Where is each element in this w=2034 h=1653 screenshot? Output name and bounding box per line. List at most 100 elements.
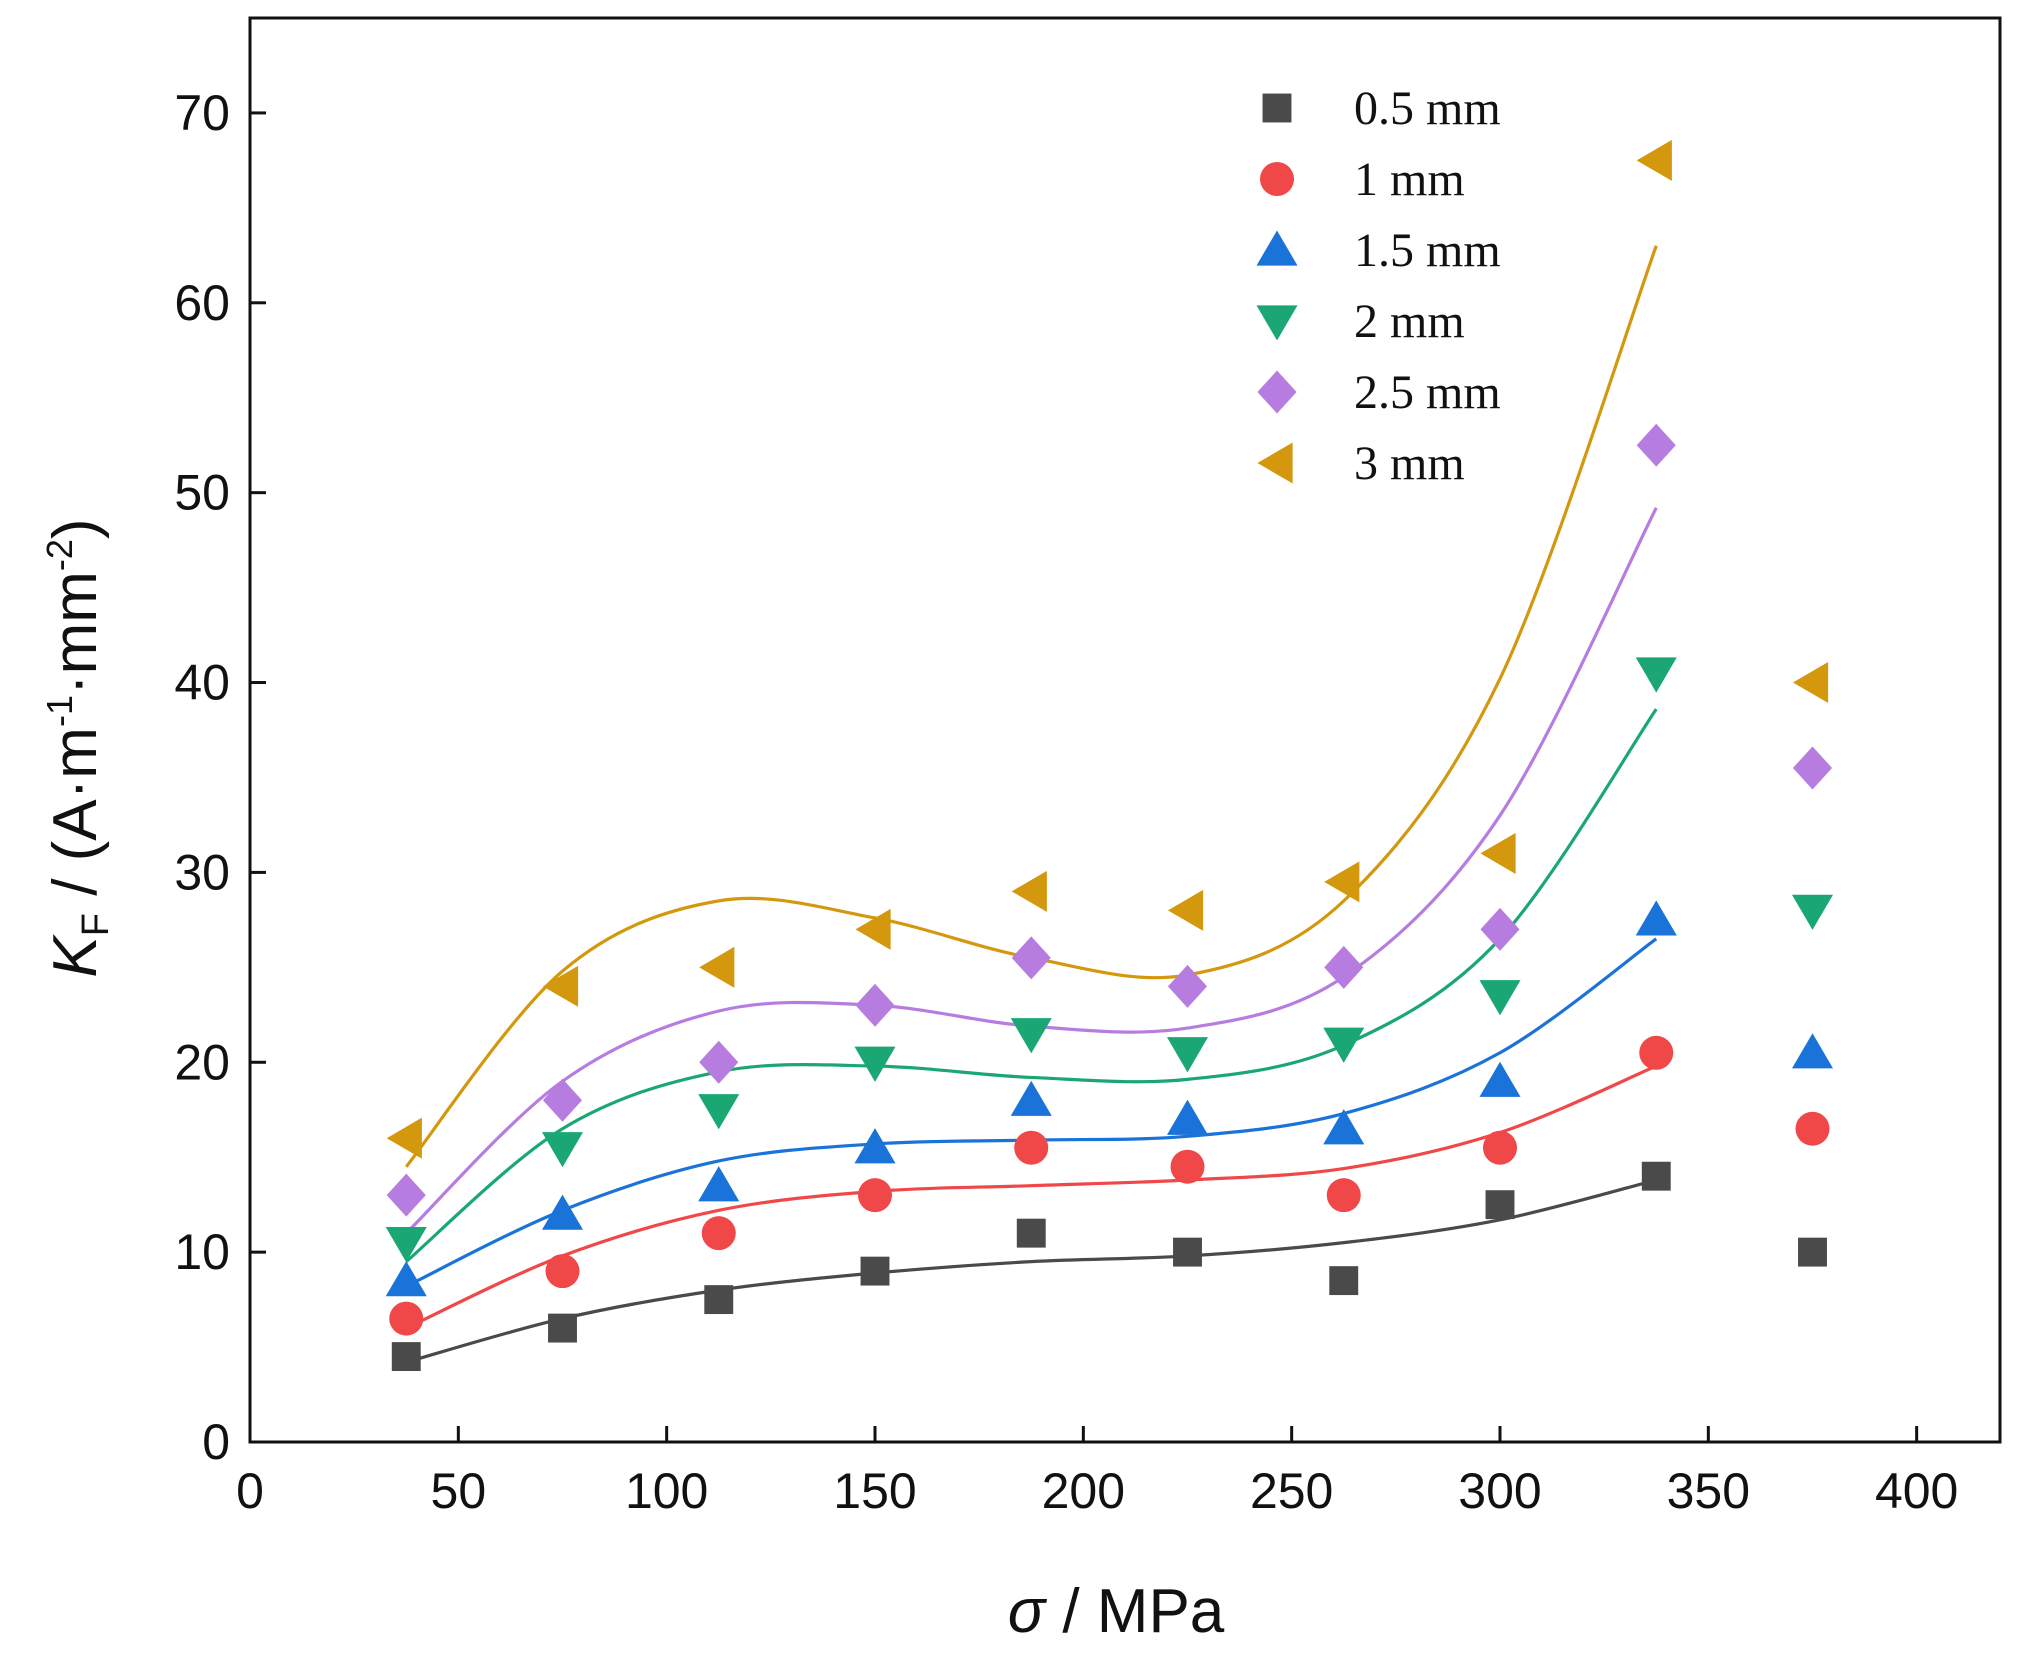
y-axis-close: ): [41, 518, 110, 539]
legend-label: 3 mm: [1354, 437, 1465, 490]
x-axis-title: σ / MPa: [1008, 1577, 1225, 1646]
data-point: [698, 1166, 740, 1202]
data-point: [699, 946, 735, 988]
y-axis-exp1: -1: [39, 695, 80, 727]
data-point: [1326, 1178, 1361, 1213]
y-axis-exp2: -2: [39, 539, 80, 571]
data-point: [699, 1040, 739, 1084]
data-point: [1635, 657, 1677, 693]
x-tick-label: 50: [431, 1463, 487, 1519]
data-point: [386, 1117, 422, 1159]
legend: 0.5 mm 1 mm 1.5 mm 2 mm 2.5 mm 3 mm: [1256, 82, 1501, 490]
data-point: [385, 1227, 427, 1263]
data-point: [701, 1216, 736, 1251]
data-point: [385, 1261, 427, 1297]
legend-marker: [1260, 162, 1294, 196]
data-point: [854, 1128, 896, 1164]
y-tick-label: 60: [174, 275, 230, 331]
legend-marker: [1256, 305, 1298, 341]
data-point: [1635, 900, 1677, 936]
data-point: [1792, 662, 1829, 704]
legend-marker: [1257, 442, 1293, 484]
x-axis-symbol: σ: [1008, 1577, 1048, 1646]
data-point: [542, 965, 579, 1007]
data-point: [1480, 832, 1516, 874]
data-point: [386, 1173, 426, 1217]
data-point: [1791, 1033, 1834, 1069]
data-point: [1011, 936, 1051, 980]
data-point: [1324, 861, 1360, 903]
data-point: [1480, 907, 1520, 951]
x-tick-label: 250: [1250, 1463, 1333, 1519]
data-point: [1324, 945, 1364, 989]
y-axis-title: KF / (A·m-1·mm-2): [39, 518, 117, 977]
data-point: [1329, 1266, 1359, 1296]
data-point: [698, 1094, 740, 1130]
y-tick-label: 10: [174, 1224, 230, 1280]
data-point: [1016, 1218, 1046, 1248]
y-tick-label: 30: [174, 844, 230, 900]
data-point: [1166, 1099, 1209, 1135]
data-point: [545, 1254, 580, 1289]
data-point: [541, 1194, 584, 1230]
y-tick-label: 20: [174, 1034, 230, 1090]
legend-marker: [1257, 370, 1297, 414]
data-point: [542, 1078, 583, 1122]
data-point: [1167, 964, 1208, 1008]
y-tick-label: 40: [174, 655, 230, 711]
data-point: [1485, 1190, 1515, 1220]
x-axis-sep: /: [1045, 1577, 1097, 1646]
data-point: [1011, 870, 1047, 912]
data-point: [1479, 980, 1521, 1016]
data-point: [1483, 1130, 1517, 1165]
legend-marker: [1262, 93, 1292, 123]
y-axis-mid: ·mm: [41, 571, 110, 695]
series-3: [385, 657, 1834, 1263]
series-4: [386, 423, 1833, 1217]
fit-curve-1: [405, 1064, 1657, 1330]
data-point: [858, 1178, 892, 1213]
x-axis: 0 50 100 150 200 250 300 350 400: [236, 1426, 1958, 1519]
y-axis: 0 10 20 30 40 50 60 70: [174, 85, 266, 1470]
y-axis-sep: / (A·m: [41, 727, 110, 913]
legend-marker: [1256, 230, 1298, 266]
fit-curve-3: [405, 708, 1658, 1263]
x-tick-label: 0: [236, 1463, 264, 1519]
x-axis-unit: MPa: [1097, 1577, 1225, 1646]
data-point: [1791, 894, 1834, 930]
x-tick-label: 300: [1458, 1463, 1541, 1519]
fit-curve-0: [405, 1178, 1657, 1364]
x-tick-label: 400: [1875, 1463, 1958, 1519]
data-point: [391, 1342, 421, 1372]
data-point: [1641, 1161, 1671, 1191]
data-point: [389, 1301, 424, 1336]
fit-curves: [404, 245, 1658, 1364]
x-tick-label: 150: [833, 1463, 916, 1519]
data-point: [1798, 1237, 1827, 1267]
data-point: [1479, 1061, 1521, 1097]
data-point: [1166, 1037, 1209, 1073]
data-point: [704, 1285, 734, 1315]
data-point: [1792, 746, 1833, 790]
data-point: [854, 1046, 896, 1082]
y-tick-label: 0: [202, 1414, 230, 1470]
data-point: [1636, 139, 1672, 181]
series-1: [389, 1035, 1830, 1336]
series-0: [391, 1161, 1827, 1372]
legend-label: 1.5 mm: [1354, 224, 1501, 277]
data-point: [1795, 1111, 1830, 1146]
y-axis-symbol: K: [41, 934, 110, 978]
fit-curve-4: [405, 507, 1658, 1235]
data-point: [548, 1313, 577, 1343]
data-point: [1014, 1130, 1049, 1165]
data-point: [1636, 423, 1676, 467]
y-tick-label: 70: [174, 85, 230, 141]
data-point: [541, 1132, 584, 1168]
plot-area: [248, 16, 2002, 1444]
data-point: [1323, 1027, 1365, 1063]
legend-label: 2 mm: [1354, 295, 1465, 348]
x-tick-label: 100: [625, 1463, 708, 1519]
fit-curve-5: [404, 245, 1658, 1168]
